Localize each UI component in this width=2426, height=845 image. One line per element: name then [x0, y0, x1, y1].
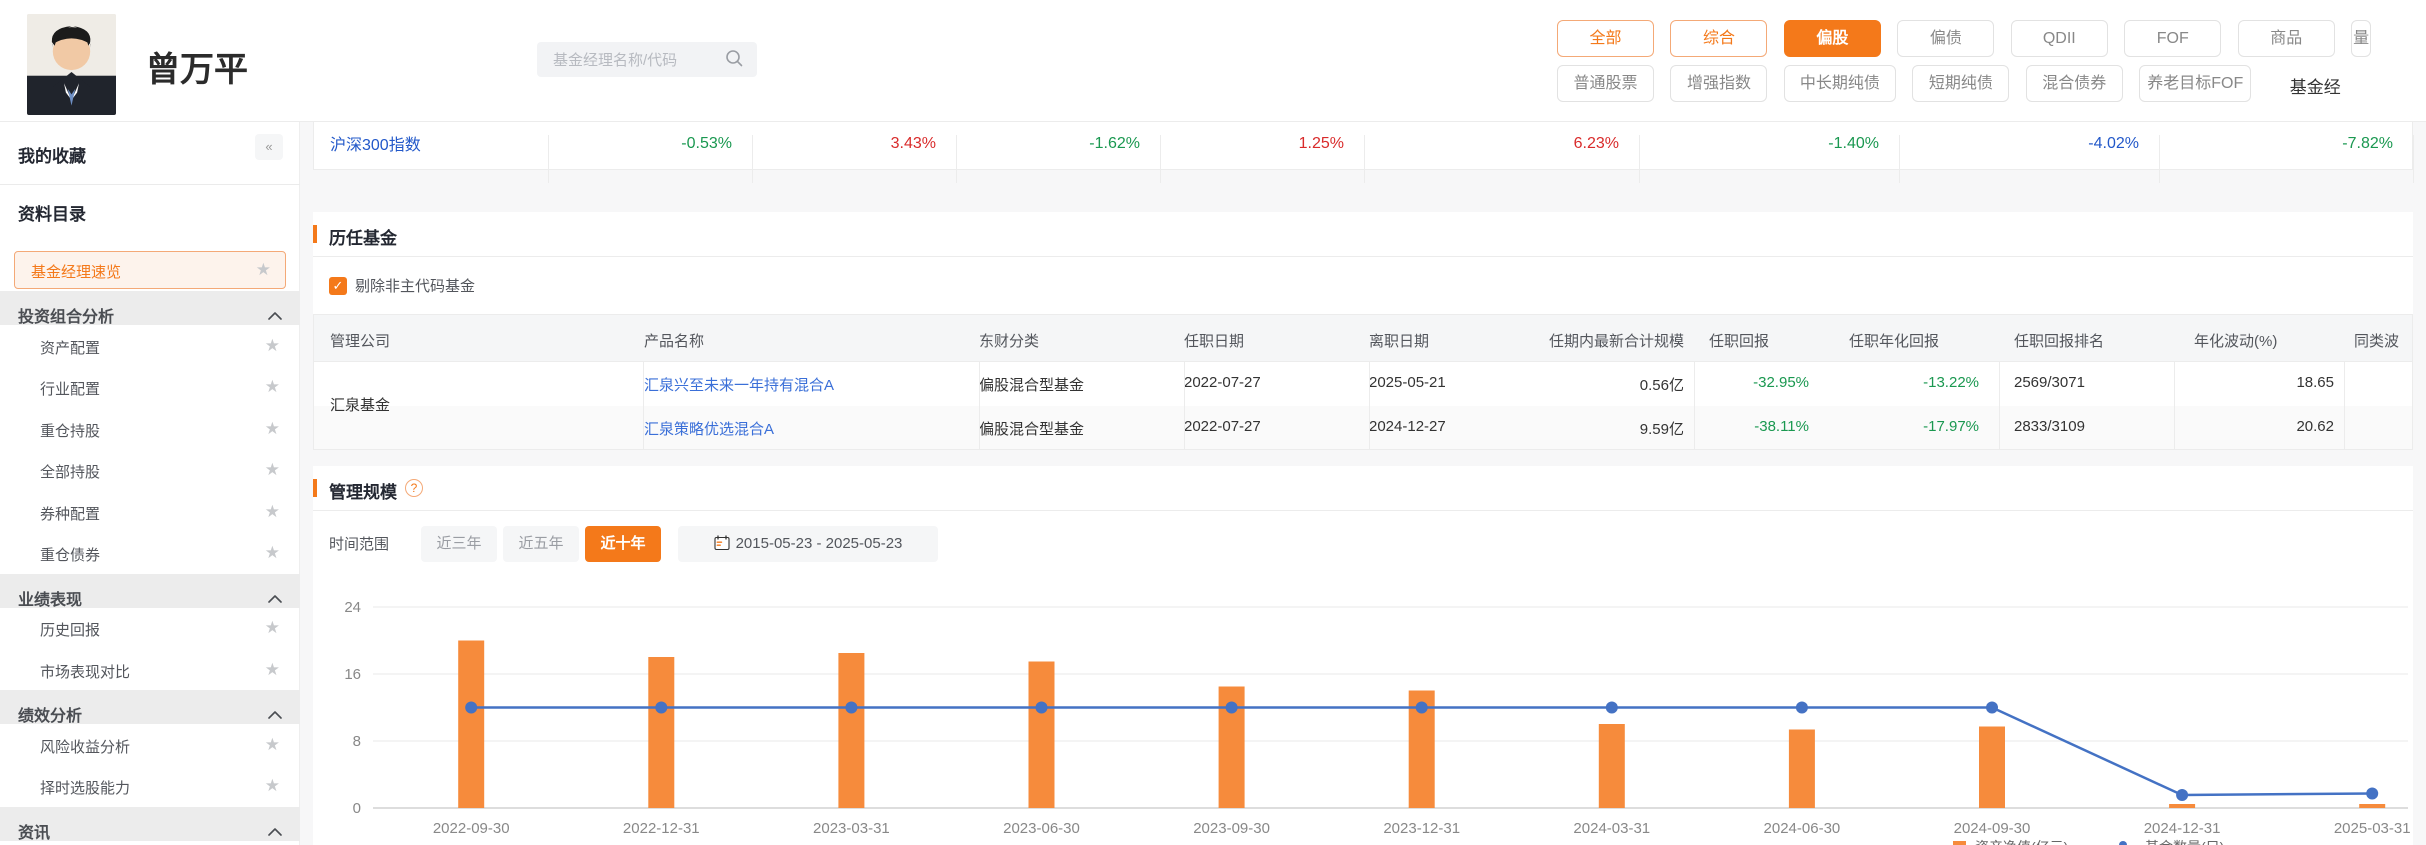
- svg-text:2022-09-30: 2022-09-30: [433, 820, 510, 837]
- svg-text:8: 8: [353, 733, 361, 750]
- svg-text:16: 16: [344, 666, 361, 683]
- svg-text:0: 0: [353, 800, 361, 817]
- svg-text:24: 24: [344, 599, 361, 616]
- svg-text:2023-12-31: 2023-12-31: [1383, 820, 1460, 837]
- svg-text:2024-03-31: 2024-03-31: [1573, 820, 1650, 837]
- svg-text:2024-06-30: 2024-06-30: [1764, 820, 1841, 837]
- svg-text:2022-12-31: 2022-12-31: [623, 820, 700, 837]
- svg-text:2025-03-31: 2025-03-31: [2334, 820, 2411, 837]
- svg-text:2024-12-31: 2024-12-31: [2144, 820, 2221, 837]
- svg-text:2023-09-30: 2023-09-30: [1193, 820, 1270, 837]
- svg-text:2023-03-31: 2023-03-31: [813, 820, 890, 837]
- svg-text:2023-06-30: 2023-06-30: [1003, 820, 1080, 837]
- svg-text:2024-09-30: 2024-09-30: [1954, 820, 2031, 837]
